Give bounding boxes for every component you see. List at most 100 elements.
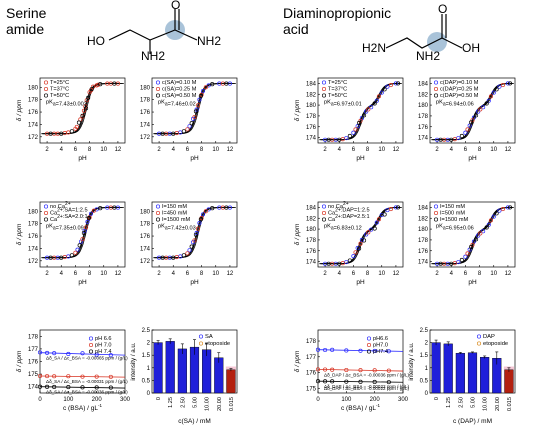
x-tick-label: 8	[478, 147, 482, 153]
data-point	[484, 225, 489, 230]
legend-label: pH 7.4	[95, 349, 111, 355]
data-point	[80, 374, 85, 379]
x-tick-label: 8	[366, 147, 370, 153]
data-point	[203, 209, 208, 214]
x-tick-label: 0	[434, 397, 440, 400]
x-tick-label: 4	[172, 147, 176, 153]
y-tick-label: 174	[28, 385, 39, 391]
legend-label: no Ca2+	[328, 201, 349, 210]
x-tick-label: 4	[172, 271, 176, 277]
data-point	[45, 384, 50, 389]
y-tick-label: 180	[28, 85, 39, 91]
pka-annotation: pKa=7.35±0.09	[46, 224, 84, 232]
data-point	[505, 81, 510, 86]
x-axis-label: pH	[356, 155, 365, 162]
data-point	[471, 239, 476, 244]
data-point	[366, 107, 371, 112]
x-tick-label: 0	[156, 397, 162, 400]
y-tick-label: 172	[140, 135, 151, 141]
y-axis-label: δ / ppm	[16, 350, 23, 372]
data-point	[224, 81, 229, 86]
y-axis-label: intensity / a.u.	[408, 342, 415, 380]
data-point	[465, 251, 470, 256]
x-tick-label: 12	[505, 271, 512, 277]
data-point	[379, 212, 384, 218]
pka-annotation: pKa=7.42±0.03	[158, 224, 196, 232]
data-point	[469, 244, 474, 250]
y-tick-label: 176	[306, 125, 317, 131]
plot-frame	[39, 77, 126, 144]
x-tick-label: 6	[352, 271, 356, 277]
x-tick-label: 12	[115, 271, 122, 277]
data-point	[94, 385, 99, 390]
legend-marker	[476, 341, 482, 346]
y-tick-label: 0	[425, 391, 429, 397]
x-axis-label: pH	[468, 279, 477, 286]
y-tick-label: 182	[418, 216, 429, 222]
dap-structure: H2N O OH NH2	[362, 2, 480, 60]
data-point	[73, 126, 78, 131]
y-tick-label: 174	[28, 122, 39, 128]
pka-annotation: pKa=6.95±0.06	[436, 224, 474, 232]
data-point	[364, 109, 369, 114]
x-tick-label: 6	[74, 271, 78, 277]
data-point	[185, 251, 190, 256]
x-tick-label: 4	[338, 271, 342, 277]
x-axis-label: pH	[78, 155, 87, 162]
data-point	[181, 253, 186, 258]
data-point	[369, 227, 374, 232]
data-point	[344, 260, 349, 265]
data-point	[386, 349, 391, 354]
x-axis-label: c (BSA) / gL-1	[63, 403, 103, 412]
data-point	[198, 93, 203, 99]
data-point	[45, 350, 50, 355]
x-tick-label: 4	[60, 147, 64, 153]
legend-label: etoposide	[205, 341, 230, 347]
fit-line	[317, 380, 404, 383]
x-tick-label: 20.00	[217, 397, 223, 411]
data-point	[224, 205, 229, 210]
chart-B3: 0 1.25 2.50 5.00 10.00 20.00 0.015 0 0.5 1 1.5 2 2.5…	[130, 328, 238, 425]
bar	[504, 369, 514, 394]
x-tick-label: 300	[398, 397, 409, 403]
x-tick-label: 1.25	[446, 397, 452, 408]
y-tick-label: 174	[418, 136, 429, 142]
data-point	[187, 124, 192, 129]
data-point	[376, 94, 381, 99]
data-point	[80, 237, 85, 242]
y-tick-label: 174	[28, 246, 39, 252]
data-point	[478, 107, 483, 112]
y-tick-label: 175	[306, 386, 317, 392]
legend-marker	[88, 336, 94, 341]
x-axis-label: c(SA) / mM	[178, 418, 211, 425]
data-point	[189, 121, 194, 126]
data-point	[358, 348, 363, 353]
x-axis-label: pH	[468, 155, 477, 162]
legend-label: T=50°C	[50, 93, 69, 99]
y-tick-label: 178	[140, 98, 151, 104]
fit-line	[39, 386, 126, 389]
data-point	[382, 212, 387, 217]
data-point	[351, 254, 356, 259]
x-tick-label: 12	[115, 147, 122, 153]
x-tick-label: 2.50	[180, 397, 186, 408]
legend-label: c(DAP)=0.10 M	[440, 80, 479, 86]
y-tick-label: 1	[147, 366, 151, 372]
y-tick-label: 184	[306, 81, 317, 87]
data-point	[210, 206, 215, 211]
legend-marker	[366, 336, 372, 341]
chart-A3: 0 100 200 300 174 175 176 177 178 c (BSA) / gL-1 δ…	[16, 329, 131, 412]
x-axis-label: pH	[78, 279, 87, 286]
fit-line	[39, 375, 126, 378]
legend-marker	[198, 334, 204, 339]
legend-label: I=1500 mM	[162, 217, 190, 223]
legend-label: T=25°C	[50, 80, 69, 86]
data-point	[69, 253, 74, 258]
data-point	[108, 374, 113, 379]
data-point	[160, 255, 165, 260]
x-tick-label: 12	[393, 147, 400, 153]
data-point	[330, 367, 335, 372]
data-point	[206, 83, 211, 88]
data-point	[77, 243, 82, 248]
y-tick-label: 174	[140, 122, 151, 128]
